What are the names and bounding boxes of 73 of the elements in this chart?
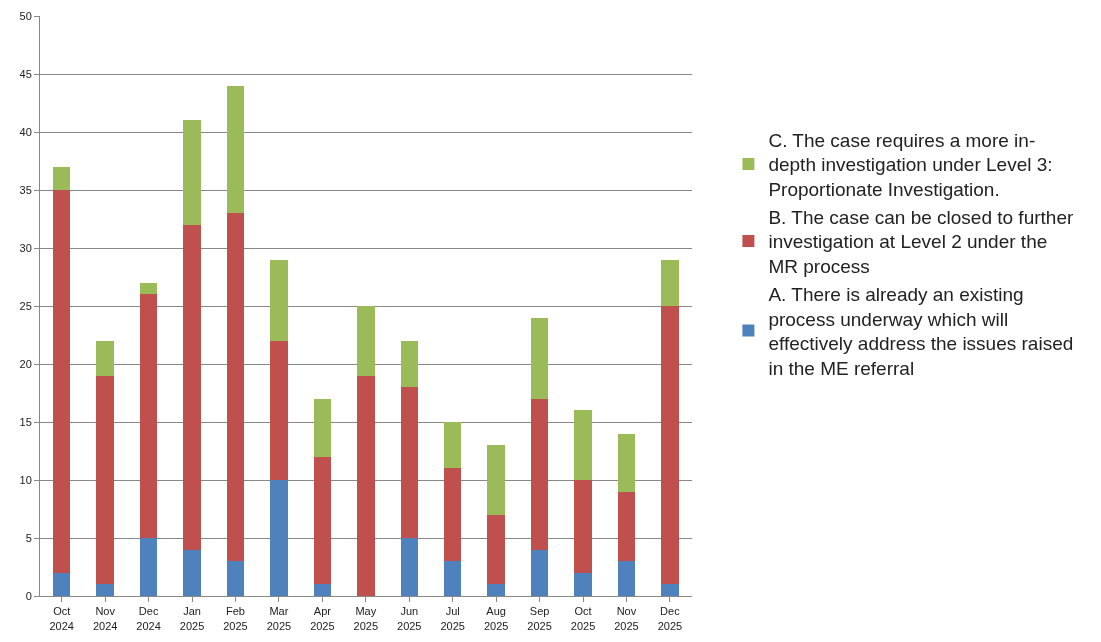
bar xyxy=(226,213,245,562)
bar xyxy=(139,294,158,538)
bar xyxy=(487,445,505,515)
bar xyxy=(661,306,679,585)
bar xyxy=(617,561,636,596)
y-tick-label: 10 xyxy=(19,473,32,486)
x-tick-label: Dec 2025 xyxy=(657,605,683,632)
bar xyxy=(226,561,245,596)
x-tick-label: Jan 2025 xyxy=(179,605,205,632)
bar xyxy=(139,282,158,295)
legend-label: C. The case requires a more in- depth investigation under Level 3: Proportionate Investigation. xyxy=(768,129,1053,201)
bar xyxy=(530,398,549,550)
bar xyxy=(139,538,158,596)
bar xyxy=(661,584,679,596)
bar xyxy=(226,85,245,214)
bar xyxy=(574,410,592,480)
y-tick-label: 40 xyxy=(19,125,32,138)
bar xyxy=(574,572,592,596)
bar xyxy=(357,306,375,376)
bar xyxy=(530,549,549,596)
bar xyxy=(53,166,71,190)
bar xyxy=(617,491,636,562)
bar xyxy=(183,224,201,550)
legend-label: B. The case can be closed to further investigation at Level 2 under the MR process xyxy=(768,206,1074,278)
x-tick-label: May 2025 xyxy=(353,605,379,632)
bar xyxy=(487,584,505,596)
x-tick-label: Dec 2024 xyxy=(136,605,161,632)
bar xyxy=(444,561,462,596)
bar xyxy=(313,584,332,596)
x-tick-label: Nov 2025 xyxy=(614,605,639,632)
x-tick-label: Apr 2025 xyxy=(310,605,335,632)
bar xyxy=(487,514,505,585)
y-tick-label: 30 xyxy=(19,241,32,254)
x-tick-label: Sep 2025 xyxy=(527,605,552,632)
y-tick-label: 25 xyxy=(19,299,32,312)
bar xyxy=(400,340,418,388)
x-tick-label: Aug 2025 xyxy=(483,605,509,632)
legend-label: A. There is already an existing process underway which will effectively address the issues raised in the ME referral xyxy=(768,283,1074,379)
bar xyxy=(400,387,418,538)
bar xyxy=(444,422,462,469)
bar xyxy=(96,584,114,596)
y-tick-label: 0 xyxy=(25,589,32,602)
y-tick-label: 45 xyxy=(19,67,32,80)
bar xyxy=(270,340,288,480)
bar xyxy=(574,480,592,573)
bar xyxy=(313,456,332,585)
bar xyxy=(270,259,288,341)
y-tick-label: 20 xyxy=(19,357,32,370)
y-tick-label: 15 xyxy=(19,415,32,428)
bar xyxy=(183,549,201,596)
bar xyxy=(661,259,679,306)
bar xyxy=(400,538,418,596)
x-tick-label: Jun 2025 xyxy=(397,605,422,632)
bar xyxy=(313,398,332,457)
y-tick-label: 35 xyxy=(19,183,32,196)
bar xyxy=(96,340,114,376)
y-tick-label: 50 xyxy=(19,9,32,22)
x-tick-label: Feb 2025 xyxy=(223,605,248,632)
bar xyxy=(530,317,549,399)
bar xyxy=(53,190,71,573)
x-tick-label: Mar 2025 xyxy=(266,605,292,632)
bar xyxy=(444,468,462,562)
bar xyxy=(96,375,114,585)
x-tick-label: Nov 2024 xyxy=(92,605,118,632)
bar xyxy=(183,120,201,225)
x-tick-label: Oct 2024 xyxy=(49,605,74,632)
x-tick-label: Jul 2025 xyxy=(440,605,465,632)
bar xyxy=(270,480,288,596)
x-tick-label: Oct 2025 xyxy=(570,605,596,632)
bar xyxy=(617,433,636,492)
bar xyxy=(357,375,375,596)
y-tick-label: 5 xyxy=(25,531,32,544)
bar xyxy=(53,572,71,596)
